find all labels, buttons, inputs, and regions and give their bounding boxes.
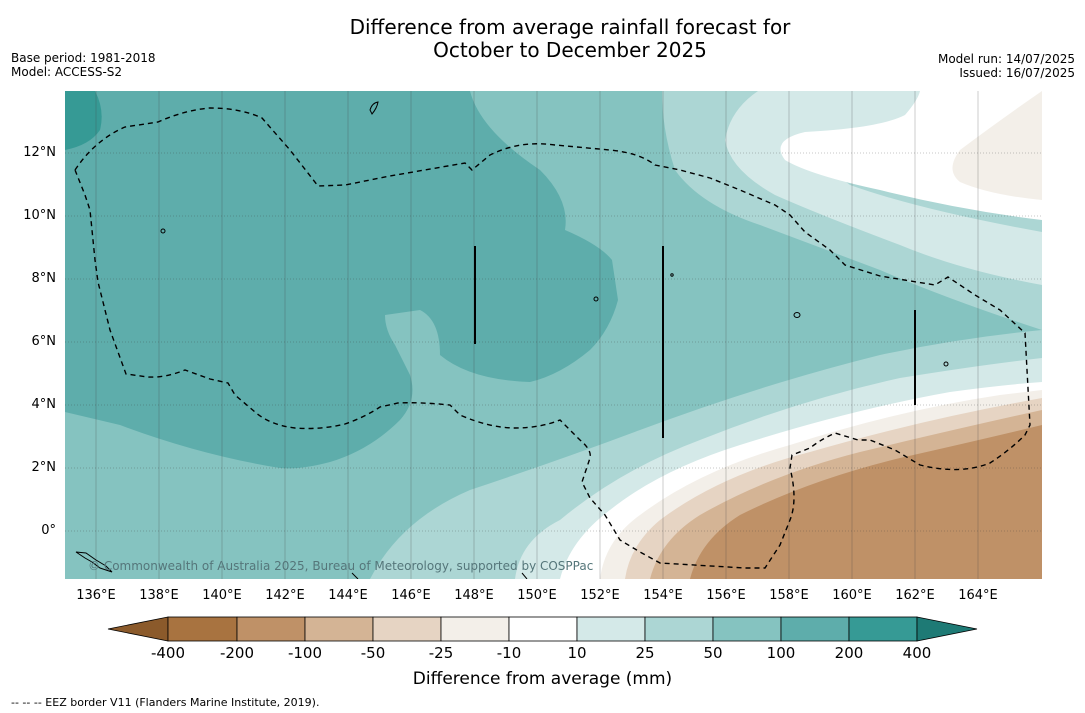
- colorbar-swatch: [304, 616, 374, 642]
- colorbar-title: Difference from average (mm): [412, 669, 673, 689]
- colorbar-swatch: [848, 616, 918, 642]
- lon-label: 148°E: [454, 588, 494, 603]
- colorbar-label: 10: [567, 644, 587, 662]
- colorbar-label: 200: [834, 644, 864, 662]
- colorbar-swatch: [508, 616, 578, 642]
- lat-label: 10°N: [23, 208, 56, 223]
- lat-label: 2°N: [31, 460, 57, 475]
- lat-label: 0°: [41, 523, 56, 538]
- colorbar-label: -100: [287, 644, 323, 662]
- lon-label: 150°E: [517, 588, 557, 603]
- eez-footnote: -- -- -- EEZ border V11 (Flanders Marine…: [11, 696, 320, 709]
- colorbar-label: 400: [902, 644, 932, 662]
- lon-label: 140°E: [202, 588, 242, 603]
- lon-label: 156°E: [706, 588, 746, 603]
- lon-label: 144°E: [328, 588, 368, 603]
- lat-gridlines: [65, 152, 1042, 532]
- model-text: Model: ACCESS-S2: [11, 65, 123, 79]
- lon-label: 154°E: [643, 588, 683, 603]
- lat-label: 12°N: [23, 145, 56, 160]
- colorbar-label: -25: [428, 644, 454, 662]
- lon-label: 138°E: [139, 588, 179, 603]
- lat-label: 8°N: [31, 271, 57, 286]
- lon-label: 158°E: [769, 588, 809, 603]
- colorbar-label: -10: [496, 644, 522, 662]
- colorbar-swatch: [576, 616, 646, 642]
- lon-label: 142°E: [265, 588, 305, 603]
- colorbar-label: -400: [150, 644, 186, 662]
- contour-minus100: [690, 425, 1042, 579]
- colorbar-label: 50: [703, 644, 723, 662]
- colorbar-label: 100: [766, 644, 796, 662]
- colorbar-arrow-high: [916, 616, 978, 642]
- colorbar-label: -50: [360, 644, 386, 662]
- colorbar-swatch: [167, 616, 238, 642]
- lon-label: 136°E: [76, 588, 116, 603]
- contour-100-200: [65, 91, 618, 469]
- lon-gridlines: [95, 91, 979, 579]
- lon-label: 164°E: [958, 588, 998, 603]
- colorbar-swatch: [236, 616, 306, 642]
- map-title-line1: Difference from average rainfall forecas…: [349, 15, 791, 39]
- colorbar-swatch: [644, 616, 714, 642]
- lat-label: 6°N: [31, 334, 57, 349]
- colorbar-arrow-low: [107, 616, 169, 642]
- colorbar: [107, 616, 978, 642]
- contour-dry-upper: [952, 91, 1042, 200]
- meta-right: Model run: 14/07/2025 Issued: 16/07/2025: [938, 52, 1075, 80]
- lon-label: 160°E: [832, 588, 872, 603]
- lat-label: 4°N: [31, 397, 57, 412]
- colorbar-swatch: [712, 616, 782, 642]
- colorbar-swatch: [780, 616, 850, 642]
- contour-200-400: [65, 91, 102, 150]
- issued-text: Issued: 16/07/2025: [959, 66, 1075, 80]
- base-period-text: Base period: 1981-2018: [11, 51, 156, 65]
- lon-label: 146°E: [391, 588, 431, 603]
- model-run-text: Model run: 14/07/2025: [937, 52, 1075, 66]
- copyright-text: © Commonwealth of Australia 2025, Bureau…: [88, 559, 594, 573]
- rainfall-contours: [65, 91, 1042, 579]
- colorbar-swatch: [372, 616, 442, 642]
- colorbar-label: -200: [219, 644, 255, 662]
- islands: [75, 101, 949, 579]
- colorbar-label: 25: [635, 644, 655, 662]
- colorbar-swatch: [440, 616, 510, 642]
- lon-label: 152°E: [580, 588, 620, 603]
- meta-left: Base period: 1981-2018 Model: ACCESS-S2: [11, 51, 156, 79]
- eez-border: [74, 107, 1031, 569]
- map-title-line2: October to December 2025: [433, 38, 707, 62]
- lon-label: 162°E: [895, 588, 935, 603]
